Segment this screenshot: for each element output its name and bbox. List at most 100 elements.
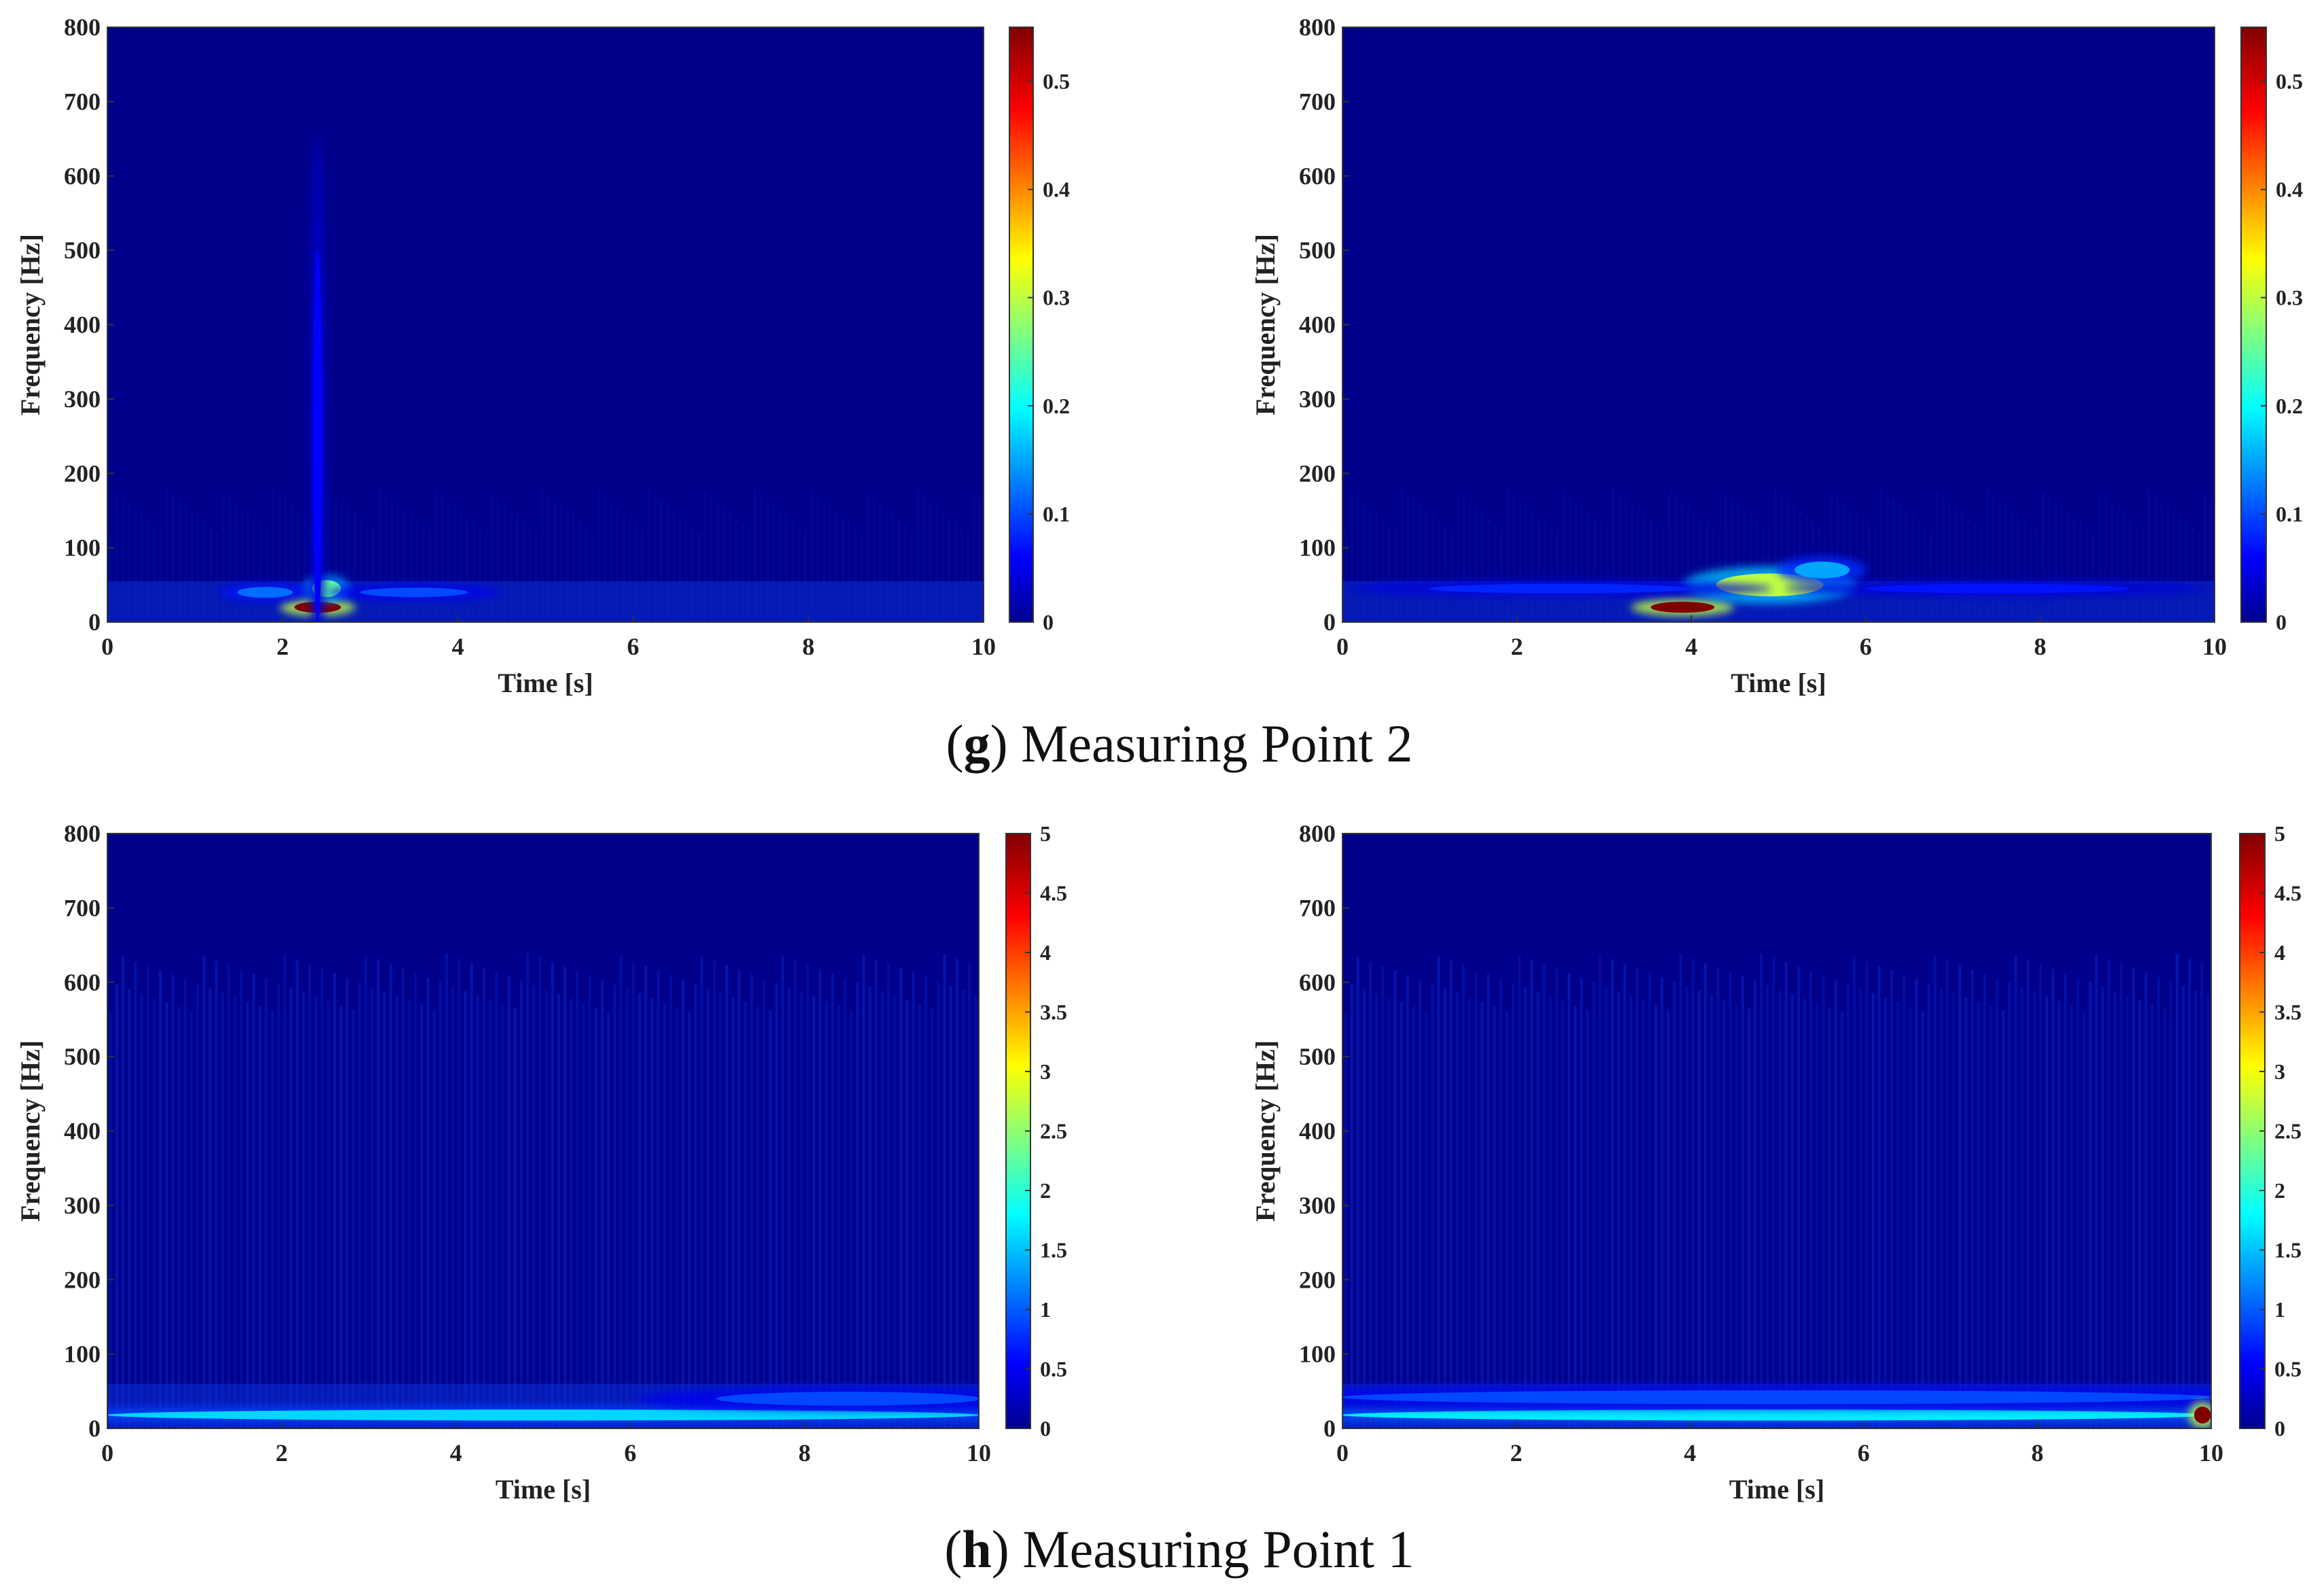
spectrogram-streak xyxy=(2182,986,2185,1428)
colorbar-tick-label: 4.5 xyxy=(1040,881,1067,906)
spectrogram-streak xyxy=(283,955,286,1428)
spectrogram-streak xyxy=(520,981,523,1428)
spectrogram-streak xyxy=(2039,965,2042,1429)
spectrogram-streak xyxy=(2157,977,2160,1428)
colorbar-tick-label: 1.5 xyxy=(1040,1238,1067,1263)
spectrogram-streak xyxy=(234,997,237,1428)
spectrogram-streak xyxy=(1971,970,1974,1428)
spectrogram-streak xyxy=(738,970,740,1428)
y-tick-label: 800 xyxy=(64,14,101,41)
spectrogram-streak xyxy=(1667,1009,1669,1428)
spectrogram-streak xyxy=(2200,963,2203,1428)
spectrogram-streak xyxy=(589,976,591,1428)
spectrogram-feature xyxy=(360,587,468,597)
spectrogram-streak xyxy=(962,991,965,1428)
x-tick-label: 6 xyxy=(1860,633,1872,660)
spectrogram-streak xyxy=(893,995,896,1428)
spectrogram-streak xyxy=(744,1001,747,1428)
spectrogram-streak xyxy=(1506,1010,1508,1428)
spectrogram-feature xyxy=(716,1392,980,1406)
y-tick-label: 0 xyxy=(88,608,101,636)
spectrogram-feature xyxy=(2194,1407,2210,1424)
x-tick-label: 10 xyxy=(967,1439,991,1467)
x-tick-label: 0 xyxy=(1336,1439,1349,1467)
spectrogram-streak xyxy=(1406,975,1409,1428)
spectrogram-streak xyxy=(763,978,765,1428)
x-tick-label: 0 xyxy=(101,1439,114,1467)
x-tick-label: 10 xyxy=(971,633,996,660)
spectrogram-streak xyxy=(2151,1005,2153,1428)
colorbar-tick-label: 5 xyxy=(1040,821,1051,846)
colorbar-tick-label: 0.2 xyxy=(1043,394,1070,418)
spectrogram-streak xyxy=(1437,956,1440,1428)
spectrogram-streak xyxy=(719,993,722,1428)
spectrogram-streak xyxy=(950,986,952,1428)
spectrogram-streak xyxy=(433,1009,436,1428)
y-tick-label: 300 xyxy=(1299,1192,1336,1219)
spectrogram-streak xyxy=(769,1010,771,1428)
spectrogram-streak xyxy=(1400,1002,1403,1428)
spectrogram-streak xyxy=(1710,995,1713,1428)
spectrogram-streak xyxy=(177,1007,180,1428)
spectrogram-streak xyxy=(775,983,778,1428)
spectrogram-streak xyxy=(943,954,946,1428)
spectrogram-streak xyxy=(1841,1012,1843,1429)
spectrogram-streak xyxy=(290,987,292,1428)
spectrogram-feature xyxy=(1794,562,1850,579)
y-tick-label: 300 xyxy=(1299,385,1336,413)
spectrogram-streak xyxy=(931,1009,933,1428)
spectrogram-streak xyxy=(439,982,442,1428)
spectrogram-streak xyxy=(2138,1000,2141,1428)
spectrogram-streak xyxy=(806,965,809,1429)
spectrogram-streak xyxy=(2083,1010,2085,1428)
spectrogram-streak xyxy=(750,974,753,1428)
colorbar-tick-label: 0.3 xyxy=(2276,286,2303,310)
spectrogram-streak xyxy=(1474,970,1477,1428)
spectrogram-streak xyxy=(551,962,554,1428)
spectrogram-streak xyxy=(277,983,280,1428)
spectrogram-feature xyxy=(1650,602,1714,613)
spectrogram-streak xyxy=(657,970,659,1428)
spectrogram-streak xyxy=(2002,1010,2005,1428)
spectrogram-streak xyxy=(327,1001,330,1428)
colorbar-tick-label: 1.5 xyxy=(2274,1238,2302,1263)
spectrogram-streak xyxy=(812,997,815,1428)
spectrogram-streak xyxy=(2045,997,2048,1428)
spectrogram-streak xyxy=(377,959,379,1428)
spectrogram-streak xyxy=(782,955,784,1428)
spectrogram-streak xyxy=(2008,983,2011,1428)
x-tick-label: 4 xyxy=(450,1439,462,1467)
caption-g-letter: g xyxy=(964,714,990,773)
spectrogram-streak xyxy=(427,977,430,1428)
spectrogram-streak xyxy=(2051,969,2054,1428)
spectrogram-streak xyxy=(1809,971,1812,1428)
x-tick-label: 6 xyxy=(624,1439,636,1467)
y-tick-label: 100 xyxy=(1299,1341,1336,1368)
spectrogram-streak xyxy=(1698,991,1701,1428)
spectrogram-streak xyxy=(184,979,186,1428)
spectrogram-streak xyxy=(1940,989,1943,1429)
spectrogram-streak xyxy=(271,1010,274,1428)
y-axis-label: Frequency [Hz] xyxy=(15,1040,46,1222)
caption-h-open: ( xyxy=(944,1520,962,1579)
x-tick-label: 6 xyxy=(1858,1439,1870,1467)
y-tick-label: 200 xyxy=(64,1266,101,1293)
spectrogram-streak xyxy=(2101,987,2104,1428)
spectrogram-streak xyxy=(607,1012,610,1429)
spectrogram-streak xyxy=(1915,979,1918,1428)
spectrogram-streak xyxy=(1555,969,1558,1428)
y-tick-label: 700 xyxy=(1299,88,1336,115)
spectrogram-streak xyxy=(1530,960,1533,1428)
spectrogram-streak xyxy=(2126,995,2129,1428)
chart-h-2: 0 2 4 6 8 100100200300400500600700800Time [s]… xyxy=(1079,820,2324,1505)
spectrogram-streak xyxy=(1741,976,1744,1428)
spectrogram-streak xyxy=(1648,973,1651,1428)
spectrogram-streak xyxy=(1524,987,1527,1428)
spectrogram-streak xyxy=(171,975,174,1428)
spectrogram-streak xyxy=(2188,959,2191,1428)
spectrogram-streak xyxy=(470,963,473,1428)
spectrogram-streak xyxy=(1896,1002,1899,1428)
spectrogram-streak xyxy=(688,1011,691,1428)
y-tick-label: 0 xyxy=(1323,608,1336,636)
spectrogram-streak xyxy=(1561,1001,1564,1428)
